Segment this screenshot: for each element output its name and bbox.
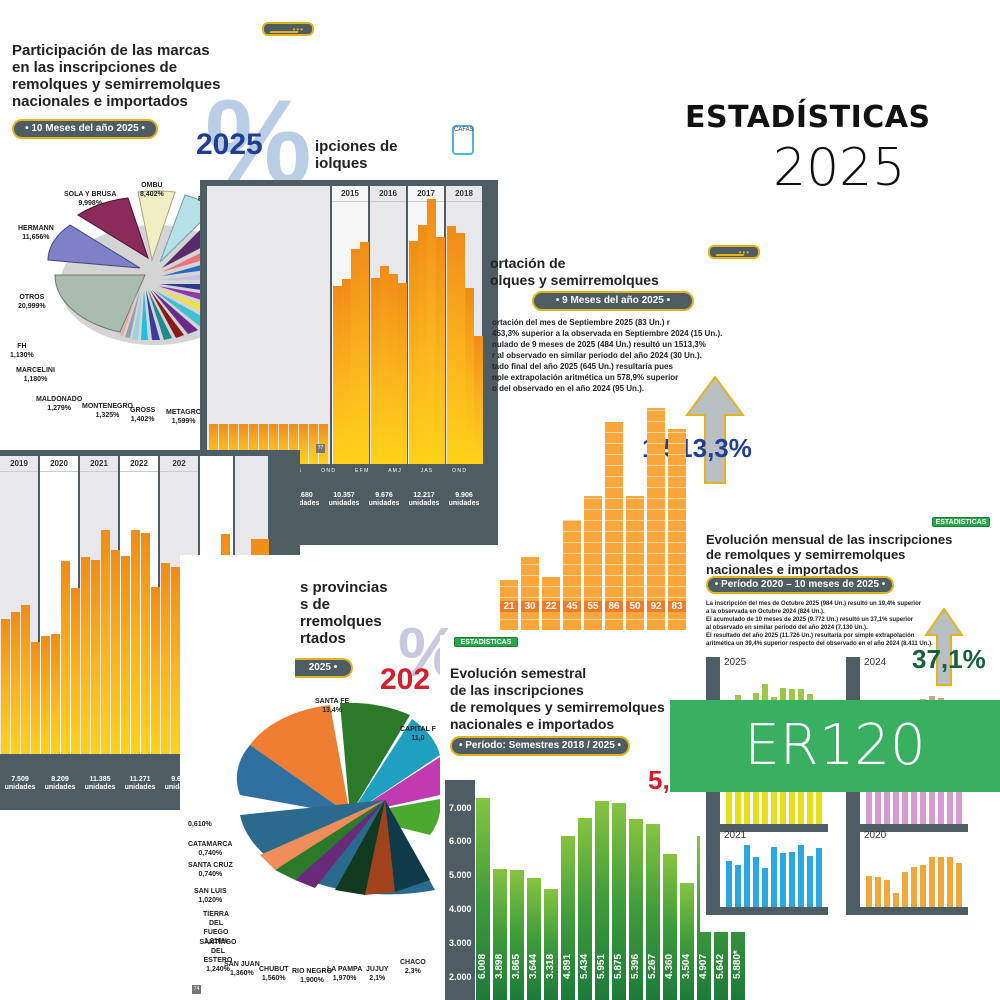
- remolque-logo-badge: [262, 22, 314, 36]
- province-label-san-luis: SAN LUIS 1,020%: [194, 888, 227, 904]
- export-bar-chart: 21 30 22 45 55 86 50 92 83: [500, 408, 690, 630]
- cafas-logo: CAFAS: [452, 125, 474, 155]
- province-label-santa-cruz: SANTA CRUZ 0,740%: [188, 862, 233, 878]
- monthly-up-arrow-icon: [924, 607, 964, 686]
- province-label-misiones: 0,610%: [188, 821, 212, 828]
- export-period-pill: • 9 Meses del año 2025 •: [532, 291, 694, 311]
- province-label-catamarca: CATAMARCA 0,740%: [188, 841, 233, 857]
- export-title: ortación de olques y semirremolques: [490, 255, 659, 288]
- province-label-san-juan: SAN JUAN 1,360%: [224, 961, 260, 977]
- provinces-title: s provincias s de rremolques rtados: [300, 579, 388, 647]
- cover-year: 2025: [773, 138, 906, 198]
- pie-label-sola-y-brusa: SOLA Y BRUSA 9,998%: [64, 191, 117, 207]
- province-label-santa-fe: SANTA FE 13,4%: [315, 698, 350, 714]
- er120-banner: ER120: [670, 700, 1000, 792]
- provinces-page: s provincias s de rremolques rtados 2025…: [180, 555, 460, 1000]
- semestral-page: ESTADISTICAS Evolución semestral de las …: [440, 635, 745, 1000]
- provinces-pie-chart: [236, 702, 440, 835]
- semestral-period-pill: • Período: Semestres 2018 / 2025 •: [450, 736, 630, 756]
- province-label-santiago: SANTIAGO DEL ESTERO 1,240%: [199, 939, 237, 973]
- mini-chart-2020: 2020: [846, 830, 968, 915]
- period-pill: • 10 Meses del año 2025 •: [12, 119, 158, 139]
- monthly-highlight-percent: 37,1%: [912, 644, 986, 674]
- pie-label-maldonado: MALDONADO 1,279%: [36, 396, 83, 412]
- semestral-title: Evolución semestral de las inscripciones…: [450, 665, 665, 732]
- brands-title: Participación de las marcas en las inscr…: [12, 42, 221, 110]
- province-label-jujuy: JUJUY 2,1%: [366, 966, 389, 982]
- provinces-percent-year: 202: [380, 663, 431, 696]
- history-a-title: ipciones de iolques: [315, 138, 398, 172]
- percent-year: 2025: [196, 128, 263, 161]
- province-label-chaco: CHACO 2,3%: [400, 959, 426, 975]
- provinces-period-pill: 2025 •: [295, 658, 353, 678]
- export-logo-badge: [708, 245, 760, 259]
- semestral-y-axis: 7.000 6.000 5.000 4.000 3.000 2.000: [445, 780, 475, 1000]
- page-number-badge: 77: [316, 444, 325, 453]
- provinces-page-number: 74: [192, 985, 201, 994]
- estadisticas-badge: ESTADISTICAS: [454, 637, 518, 647]
- pie-label-metagro: METAGRO 1,599%: [166, 409, 202, 425]
- monthly-body-text: La inscripción del mes de Octubre 2025 (…: [706, 601, 933, 647]
- province-label-capital: CAPITAL F 11,0: [400, 726, 436, 742]
- province-label-chubut: CHUBUT 1,560%: [259, 966, 289, 982]
- mini-chart-2021: 2021: [706, 830, 828, 915]
- pie-label-gross: GROSS 1,402%: [130, 407, 156, 423]
- monthly-period-pill: • Período 2020 – 10 meses de 2025 •: [706, 576, 894, 594]
- cover-title: ESTADÍSTICAS: [685, 100, 931, 135]
- export-page: ortación de olques y semirremolques • 9 …: [490, 225, 760, 635]
- pie-label-hermann: HERMANN 11,656%: [18, 225, 54, 241]
- pie-label-fh: FH 1,130%: [10, 343, 34, 359]
- up-arrow-icon: [685, 375, 745, 484]
- pie-label-marcelini: MARCELINI 1,180%: [16, 367, 55, 383]
- pie-label-ombu: OMBU 8,402%: [140, 182, 164, 198]
- pie-label-otros: OTROS 20,999%: [18, 294, 46, 310]
- monthly-estadisticas-badge: ESTADISTICAS: [932, 517, 990, 527]
- pie-label-montenegro: MONTENEGRO 1,325%: [82, 403, 133, 419]
- monthly-title: Evolución mensual de las inscripciones d…: [706, 532, 953, 577]
- semestral-highlight: 5,: [648, 765, 670, 795]
- province-label-tierra-del-fuego: TIERRA DEL FUEGO 1,210%: [202, 911, 230, 945]
- provinces-pie-lower: [240, 800, 435, 895]
- province-label-rio-negro: RIO NEGRO 1,900%: [292, 968, 333, 984]
- export-body-text: ortación del mes de Septiembre 2025 (83 …: [492, 318, 723, 393]
- province-label-la-pampa: LA PAMPA 1,970%: [327, 966, 363, 982]
